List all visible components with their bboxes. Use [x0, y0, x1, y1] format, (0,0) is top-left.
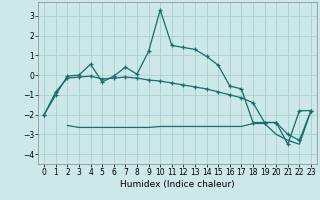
X-axis label: Humidex (Indice chaleur): Humidex (Indice chaleur) — [120, 180, 235, 189]
